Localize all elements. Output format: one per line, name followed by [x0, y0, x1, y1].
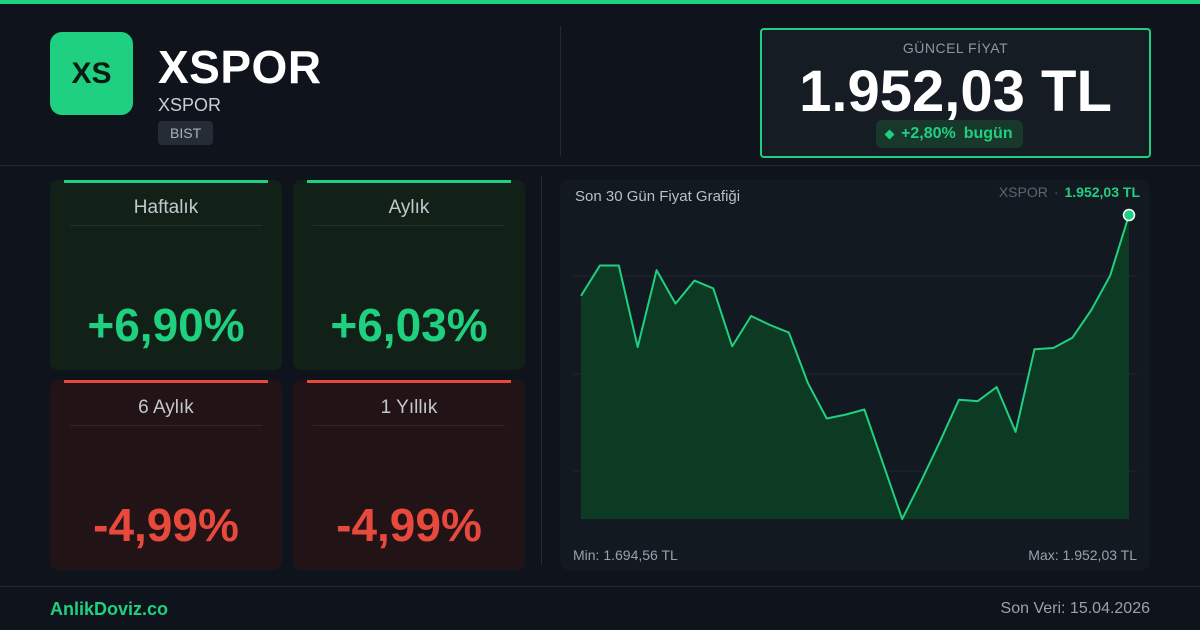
- chart-legend: XSPOR · 1.952,03 TL: [999, 184, 1140, 200]
- stat-card-monthly: Aylık +6,03%: [293, 180, 525, 370]
- exchange-badge: BIST: [158, 121, 214, 145]
- stat-card-separator: [70, 225, 262, 226]
- stat-card-accent: [307, 380, 511, 383]
- stat-card-label: Aylık: [388, 197, 430, 218]
- chart-price-line: [580, 214, 1130, 520]
- chart-title: Son 30 Gün Fiyat Grafiği: [575, 188, 741, 205]
- stat-card-label: Haftalık: [133, 197, 199, 218]
- chart-min-label: Min: 1.694,56 TL: [573, 547, 678, 563]
- stat-card-separator: [313, 225, 505, 226]
- ticker-logo: XS: [50, 32, 133, 115]
- stat-card-label: 6 Aylık: [138, 397, 194, 418]
- current-price-label: GÜNCEL FİYAT: [902, 40, 1009, 56]
- ticker-subtitle: XSPOR: [158, 95, 222, 115]
- daily-change-period: bugün: [963, 125, 1013, 142]
- current-price-value: 1.952,03 TL: [799, 59, 1112, 124]
- stat-card-label: 1 Yıllık: [380, 397, 438, 418]
- ticker-title: XSPOR: [158, 41, 322, 93]
- stat-card-separator: [313, 425, 505, 426]
- current-price-box: GÜNCEL FİYAT 1.952,03 TL +2,80% bugün: [760, 28, 1151, 158]
- chart-last-point: [1122, 208, 1136, 222]
- stat-card-value: +6,03%: [330, 299, 488, 351]
- stat-card-yearly: 1 Yıllık -4,99%: [293, 380, 525, 570]
- stat-card-accent: [307, 180, 511, 183]
- chart-area-fill: [581, 215, 1129, 519]
- daily-change-percent: +2,80%: [901, 125, 956, 142]
- stat-card-weekly: Haftalık +6,90%: [50, 180, 282, 370]
- last-update-text: Son Veri: 15.04.2026: [1000, 600, 1150, 617]
- stat-card-value: -4,99%: [336, 499, 482, 551]
- section-divider: [0, 165, 1200, 166]
- stat-card-6-month: 6 Aylık -4,99%: [50, 380, 282, 570]
- stat-card-accent: [64, 180, 268, 183]
- daily-change-badge: +2,80% bugün: [876, 120, 1023, 148]
- top-accent-bar: [0, 0, 1200, 4]
- stat-card-value: -4,99%: [93, 499, 239, 551]
- chart-legend-separator: ·: [1053, 184, 1059, 200]
- footer-divider: [0, 586, 1200, 587]
- chart-max-label: Max: 1.952,03 TL: [1028, 547, 1137, 563]
- stat-card-accent: [64, 380, 268, 383]
- stat-card-separator: [70, 425, 262, 426]
- logo-text: XS: [71, 56, 112, 90]
- brand-link[interactable]: AnlikDoviz.co: [50, 599, 169, 619]
- chart-legend-value: 1.952,03 TL: [1064, 184, 1141, 200]
- chart-legend-symbol: XSPOR: [998, 184, 1048, 200]
- content-divider: [541, 175, 542, 565]
- stat-card-value: +6,90%: [87, 299, 245, 351]
- header-divider: [560, 26, 561, 156]
